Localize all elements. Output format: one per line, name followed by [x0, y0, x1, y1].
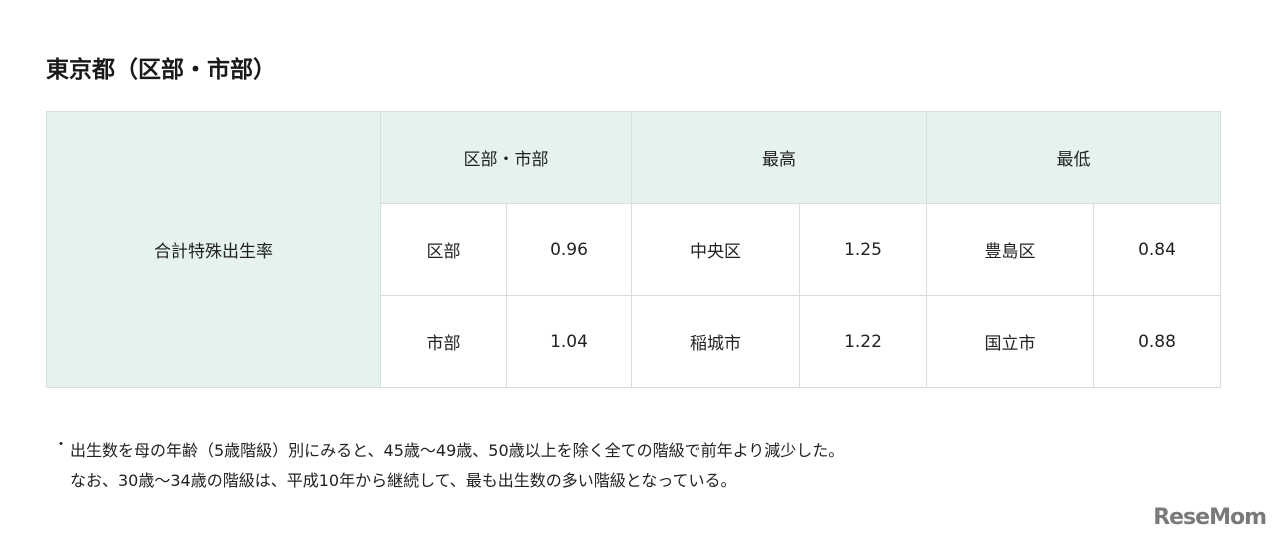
table-row: 区部 0.96 中央区 1.25 豊島区 0.84 — [47, 203, 1221, 296]
cell: 区部 — [380, 203, 507, 296]
cell: 0.84 — [1093, 203, 1221, 296]
cell: 稲城市 — [631, 295, 800, 388]
cell: 国立市 — [926, 295, 1094, 388]
cell: 市部 — [380, 295, 507, 388]
cell: 豊島区 — [926, 203, 1094, 296]
resemom-logo: ReseMom — [1153, 505, 1267, 530]
header-highest: 最高 — [631, 111, 927, 204]
header-ward-city: 区部・市部 — [380, 111, 632, 204]
cell: 1.25 — [799, 203, 927, 296]
bullet: ・ — [54, 437, 68, 453]
cell: 1.22 — [799, 295, 927, 388]
birth-rate-table: 合計特殊出生率 区部・市部 最高 最低 区部 0.96 中央区 1.25 豊島区… — [46, 111, 1221, 388]
cell: 0.88 — [1093, 295, 1221, 388]
table-row: 市部 1.04 稲城市 1.22 国立市 0.88 — [47, 295, 1221, 388]
note-line: なお、30歳～34歳の階級は、平成10年から継続して、最も出生数の多い階級となっ… — [70, 471, 737, 490]
cell: 中央区 — [631, 203, 800, 296]
row-label: 合計特殊出生率 — [46, 111, 381, 388]
header-lowest: 最低 — [926, 111, 1221, 204]
note: ・ 出生数を母の年齢（5歳階級）別にみると、45歳～49歳、50歳以上を除く全て… — [54, 436, 844, 496]
cell: 0.96 — [506, 203, 632, 296]
page-title: 東京都（区部・市部） — [46, 57, 276, 83]
cell: 1.04 — [506, 295, 632, 388]
note-line: 出生数を母の年齢（5歳階級）別にみると、45歳～49歳、50歳以上を除く全ての階… — [70, 441, 845, 460]
